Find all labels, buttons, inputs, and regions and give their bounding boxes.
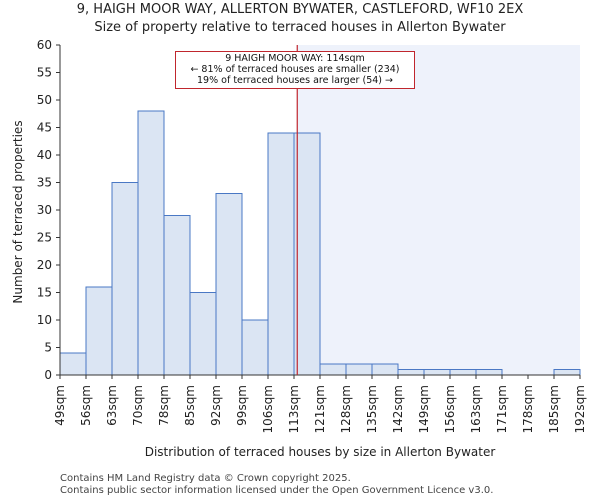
x-tick-label: 192sqm	[573, 385, 587, 433]
histogram-bar	[371, 363, 399, 376]
y-tick-label: 35	[37, 176, 52, 190]
x-tick-label: 163sqm	[469, 385, 483, 433]
y-tick-label: 60	[37, 38, 52, 52]
footer-licence: Contains public sector information licen…	[60, 485, 494, 496]
histogram-bar	[85, 286, 113, 376]
y-tick-label: 0	[44, 368, 52, 382]
x-tick-label: 85sqm	[183, 385, 197, 426]
x-axis-label: Distribution of terraced houses by size …	[144, 445, 496, 459]
annotation-line-smaller: ← 81% of terraced houses are smaller (23…	[190, 64, 400, 75]
histogram-bar	[111, 182, 139, 376]
larger-region-shading	[297, 45, 580, 375]
y-axis-label: Number of terraced properties	[11, 120, 25, 304]
histogram-bar	[215, 193, 243, 376]
y-tick-label: 10	[37, 313, 52, 327]
x-tick-label: 128sqm	[339, 385, 353, 433]
annotation-line-larger: 19% of terraced houses are larger (54) →	[197, 75, 393, 86]
histogram-bar	[189, 292, 217, 376]
x-tick-label: 106sqm	[261, 385, 275, 433]
y-tick-label: 40	[37, 148, 52, 162]
x-tick-label: 135sqm	[365, 385, 379, 433]
chart-subtitle: Size of property relative to terraced ho…	[94, 20, 506, 35]
x-tick-label: 49sqm	[53, 385, 67, 426]
histogram-bar	[137, 110, 165, 376]
x-tick-label: 63sqm	[105, 385, 119, 426]
y-tick-label: 20	[37, 258, 52, 272]
histogram-bar	[293, 132, 321, 376]
histogram-bar	[553, 369, 581, 376]
property-annotation-box: 9 HAIGH MOOR WAY: 114sqm ← 81% of terrac…	[175, 51, 415, 89]
histogram-bar	[345, 363, 373, 376]
y-tick-label: 5	[44, 341, 52, 355]
x-tick-label: 78sqm	[157, 385, 171, 426]
chart-title-address: 9, HAIGH MOOR WAY, ALLERTON BYWATER, CAS…	[76, 2, 524, 17]
y-tick-label: 45	[37, 121, 52, 135]
histogram-bar	[241, 319, 269, 376]
histogram-bar	[267, 132, 295, 376]
x-tick-label: 121sqm	[313, 385, 327, 433]
x-tick-label: 70sqm	[131, 385, 145, 426]
y-tick-label: 25	[37, 231, 52, 245]
histogram-bar	[59, 352, 87, 376]
x-tick-label: 156sqm	[443, 385, 457, 433]
y-tick-label: 15	[37, 286, 52, 300]
histogram-bar	[449, 369, 477, 376]
histogram-bar	[475, 369, 503, 376]
y-tick-label: 50	[37, 93, 52, 107]
histogram-bar	[163, 215, 191, 376]
x-tick-label: 99sqm	[235, 385, 249, 426]
x-tick-label: 185sqm	[547, 385, 561, 433]
footer-copyright: Contains HM Land Registry data © Crown c…	[60, 473, 351, 484]
x-tick-label: 92sqm	[209, 385, 223, 426]
histogram-bar	[397, 369, 425, 376]
y-tick-label: 55	[37, 66, 52, 80]
x-tick-label: 113sqm	[287, 385, 301, 433]
x-tick-label: 178sqm	[521, 385, 535, 433]
x-tick-label: 149sqm	[417, 385, 431, 433]
x-tick-label: 142sqm	[391, 385, 405, 433]
x-tick-label: 171sqm	[495, 385, 509, 433]
x-tick-label: 56sqm	[79, 385, 93, 426]
y-tick-label: 30	[37, 203, 52, 217]
annotation-line-address: 9 HAIGH MOOR WAY: 114sqm	[225, 53, 365, 64]
histogram-bar	[319, 363, 347, 376]
histogram-bar	[423, 369, 451, 376]
